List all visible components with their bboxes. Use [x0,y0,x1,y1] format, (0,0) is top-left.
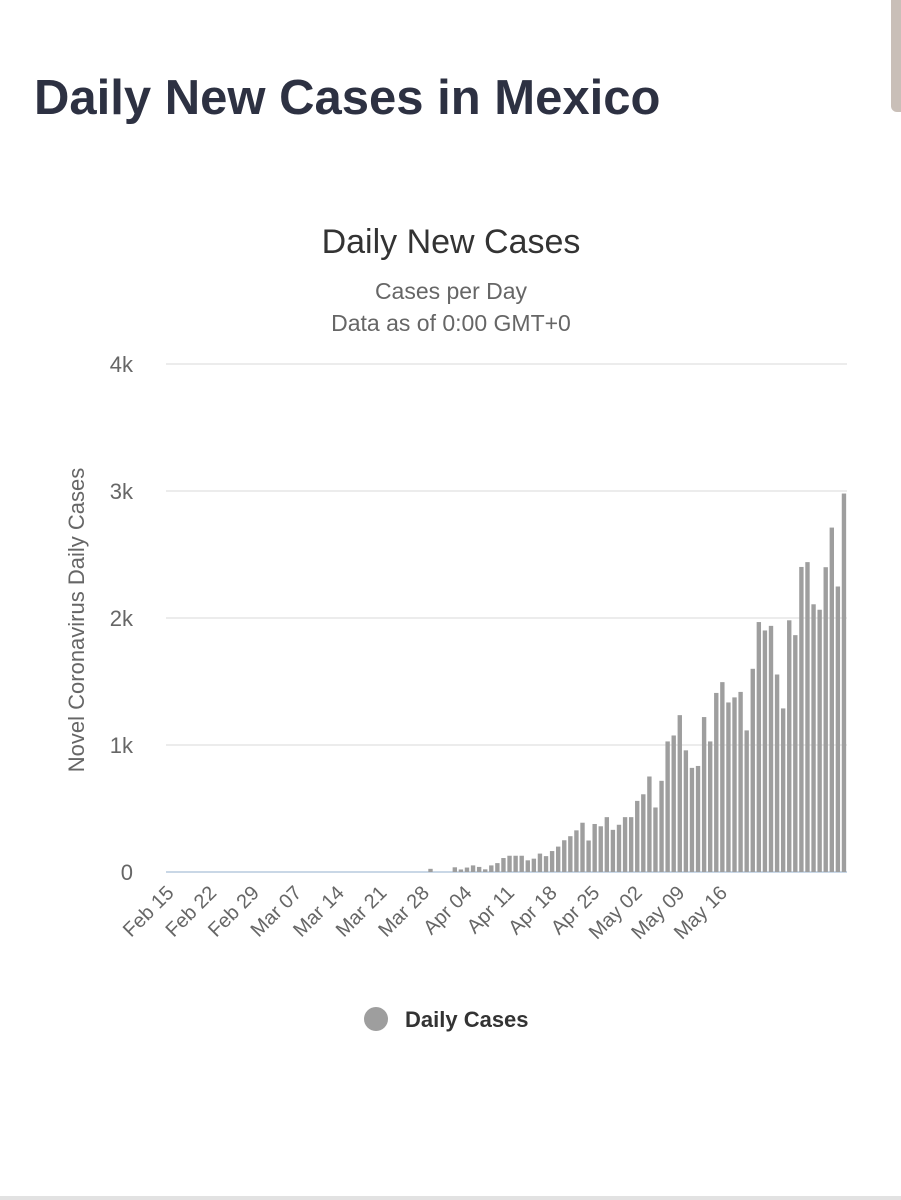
bar[interactable] [635,800,640,872]
y-tick-label: 0 [121,860,133,885]
bar[interactable] [610,829,616,872]
bar[interactable] [568,836,573,872]
bar[interactable] [720,682,725,872]
bar[interactable] [653,807,658,872]
bar[interactable] [689,767,695,872]
bar[interactable] [756,622,762,872]
y-tick-label: 2k [110,606,134,631]
bar[interactable] [616,824,622,872]
legend[interactable]: Daily Cases [364,1007,529,1032]
bar[interactable] [762,630,768,872]
bar[interactable] [580,822,585,872]
bar[interactable] [817,609,822,872]
bar[interactable] [805,562,810,872]
chart-title: Daily New Cases [322,223,581,261]
bar[interactable] [677,715,682,872]
bar[interactable] [829,527,834,872]
bar[interactable] [562,840,567,872]
bar[interactable] [738,691,743,872]
bar[interactable] [823,567,828,872]
bar[interactable] [835,586,841,873]
bar[interactable] [714,692,719,872]
bar[interactable] [464,867,470,872]
y-tick-label: 1k [110,733,134,758]
bar[interactable] [525,860,530,872]
bar[interactable] [513,855,518,872]
bar[interactable] [628,817,634,872]
bar[interactable] [555,846,561,872]
bar[interactable] [622,817,628,872]
y-tick-label: 3k [110,479,134,504]
bar[interactable] [683,750,689,872]
bar[interactable] [708,741,713,872]
bar[interactable] [750,668,755,872]
bar[interactable] [470,865,476,872]
legend-label[interactable]: Daily Cases [405,1007,529,1032]
bar[interactable] [793,635,798,872]
bar[interactable] [507,855,512,872]
bar[interactable] [543,856,549,873]
bar[interactable] [641,794,646,872]
bar[interactable] [501,858,506,872]
bar[interactable] [726,702,731,872]
legend-marker-icon[interactable] [364,1007,388,1031]
bars [428,493,847,873]
bar[interactable] [483,869,488,872]
bar[interactable] [604,817,610,872]
bar[interactable] [549,851,555,872]
bar[interactable] [489,865,494,872]
bar[interactable] [780,708,786,872]
bar[interactable] [495,863,500,872]
bar[interactable] [695,765,701,872]
bar[interactable] [774,674,780,872]
window-edge-strip [891,0,901,112]
bar[interactable] [701,717,707,872]
bar[interactable] [574,830,579,872]
bar[interactable] [586,840,591,873]
bar[interactable] [647,776,652,873]
bar[interactable] [452,867,458,872]
chart-subtitle-date: Data as of 0:00 GMT+0 [331,310,571,336]
bar[interactable] [841,493,847,872]
bar[interactable] [458,869,464,872]
x-tick-label: Apr 04 [419,882,476,939]
bar[interactable] [744,730,749,872]
gridlines: 0 1k 2k 3k 4k [110,352,847,885]
y-axis-title: Novel Coronavirus Daily Cases [64,468,89,772]
bar[interactable] [799,566,804,872]
bar[interactable] [592,823,597,872]
bar[interactable] [732,697,737,873]
bar[interactable] [811,604,816,872]
bar[interactable] [476,866,482,872]
bar[interactable] [531,858,537,872]
page-title: Daily New Cases in Mexico [34,71,661,125]
bar[interactable] [671,735,676,872]
bar[interactable] [519,855,524,872]
bar[interactable] [428,868,433,872]
bar[interactable] [598,826,603,872]
chart-subtitle: Cases per Day [375,278,528,304]
bar[interactable] [768,625,774,872]
y-tick-label: 4k [110,352,134,377]
bar[interactable] [665,741,670,872]
bottom-divider [0,1196,901,1200]
bar[interactable] [787,620,792,872]
bar[interactable] [659,780,664,872]
bar[interactable] [537,853,543,872]
